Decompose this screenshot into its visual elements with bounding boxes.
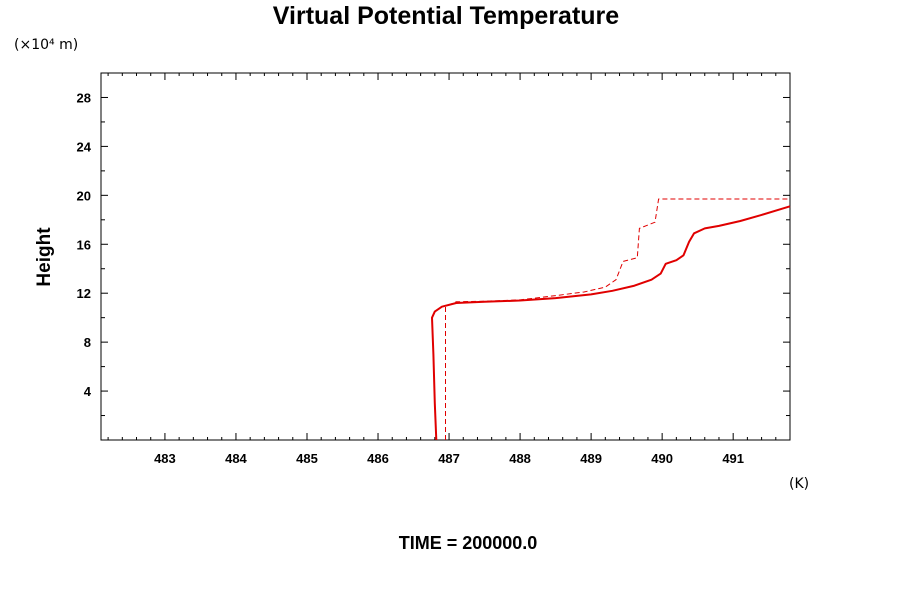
y-tick-label: 16 [77, 237, 91, 252]
time-label: TIME = 200000.0 [399, 533, 538, 553]
y-ticks: 4 8 12 16 20 24 28 [77, 72, 790, 417]
y-unit-label: (×10⁴ m) [14, 37, 78, 53]
y-tick-label: 8 [84, 335, 91, 350]
x-tick-label: 490 [651, 451, 673, 466]
y-axis-label: Height [34, 227, 55, 287]
x-tick-label: 485 [296, 451, 318, 466]
x-tick-label: 489 [580, 451, 602, 466]
x-tick-label: 488 [509, 451, 531, 466]
x-ticks: 483 484 485 486 487 488 489 490 491 [107, 73, 791, 466]
series-line-dashed [445, 198, 790, 440]
chart-title: Virtual Potential Temperature [273, 2, 619, 30]
y-tick-label: 12 [77, 286, 91, 301]
series-group [431, 198, 791, 441]
x-tick-label: 491 [722, 451, 744, 466]
x-tick-label: 486 [367, 451, 389, 466]
y-tick-label: 4 [84, 384, 92, 399]
x-tick-label: 484 [225, 451, 247, 466]
y-tick-label: 24 [77, 139, 92, 154]
x-tick-label: 483 [154, 451, 176, 466]
y-tick-label: 20 [77, 188, 91, 203]
x-tick-label: 487 [438, 451, 460, 466]
x-unit-label: (K) [789, 476, 809, 492]
series-line-solid [431, 205, 791, 441]
plot-frame [100, 72, 791, 441]
y-tick-label: 28 [77, 90, 91, 105]
